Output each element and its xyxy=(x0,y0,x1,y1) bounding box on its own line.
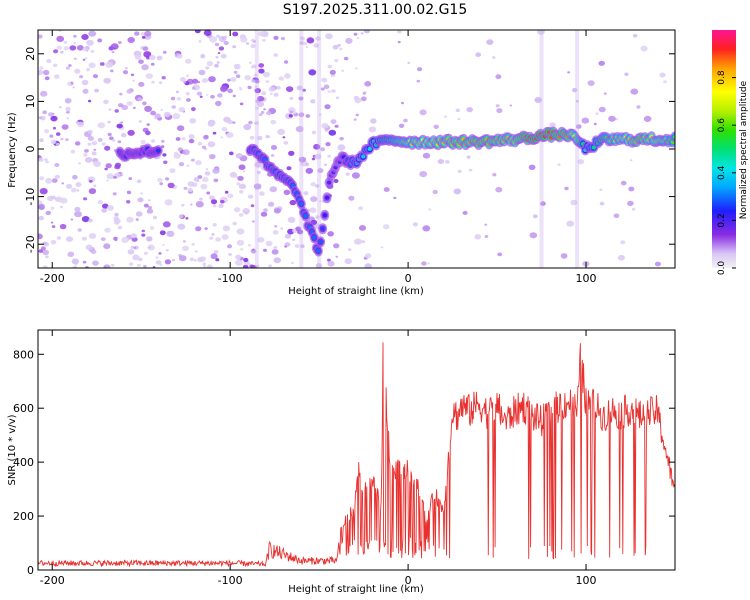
colorbar-tick-label: 0.6 xyxy=(717,118,727,133)
spectrogram-y-tick-label: 10 xyxy=(24,94,37,108)
spectrogram-x-tick-label: -200 xyxy=(40,272,65,285)
snr-plot-area xyxy=(38,342,675,568)
snr-x-tick-label: 100 xyxy=(576,574,597,587)
colorbar-tick-label: 0.2 xyxy=(717,213,727,227)
spectrogram-image xyxy=(38,30,675,268)
spectrogram-y-tick-label: 0 xyxy=(24,146,37,153)
snr-x-tick-label: -200 xyxy=(40,574,65,587)
colorbar-label: Normalized spectral amplitude xyxy=(739,80,749,219)
spectrogram-y-ticks: -20 -10 0 10 20 xyxy=(24,47,675,253)
spectrogram-y-tick-label: -10 xyxy=(24,188,37,206)
spectrogram-x-tick-label: 100 xyxy=(576,272,597,285)
snr-y-tick-label: 0 xyxy=(27,564,34,577)
snr-x-tick-label: -100 xyxy=(218,574,243,587)
snr-x-ticks: -200 -100 0 100 xyxy=(40,330,597,587)
snr-x-axis-label: Height of straight line (km) xyxy=(288,584,424,595)
spectrogram-x-axis-label: Height of straight line (km) xyxy=(288,286,424,297)
spectrogram-y-tick-label: 20 xyxy=(24,47,37,61)
snr-series-line xyxy=(38,342,675,568)
colorbar-tick-label: 0.8 xyxy=(717,70,727,85)
snr-y-tick-label: 600 xyxy=(13,402,34,415)
colorbar-gradient xyxy=(712,30,736,268)
snr-y-tick-label: 400 xyxy=(13,456,34,469)
snr-y-tick-label: 200 xyxy=(13,510,34,523)
colorbar-tick-label: 0.0 xyxy=(717,261,727,276)
snr-frame xyxy=(37,329,676,571)
snr-x-tick-label: 0 xyxy=(405,574,412,587)
colorbar: 0.0 0.2 0.4 0.6 0.8 Normalized spectral ampl… xyxy=(712,30,749,275)
chart-title: S197.2025.311.00.02.G15 xyxy=(282,2,468,18)
spectrogram-y-axis-label: Frequency (Hz) xyxy=(7,112,18,188)
spectrogram-x-ticks: -200 -100 0 100 xyxy=(40,30,597,285)
signal-track xyxy=(115,126,675,257)
colorbar-tick-label: 0.4 xyxy=(717,165,727,180)
snr-panel: -200 -100 0 100 0 200 400 600 800 Height of str… xyxy=(7,329,676,595)
snr-y-ticks: 0 200 400 600 800 xyxy=(13,348,675,577)
colorbar-ticks: 0.0 0.2 0.4 0.6 0.8 xyxy=(717,70,736,275)
spectrogram-x-tick-label: 0 xyxy=(405,272,412,285)
snr-y-axis-label: SNR (10 * v/v) xyxy=(7,414,18,485)
spectrogram-x-tick-label: -100 xyxy=(218,272,243,285)
spectrogram-y-tick-label: -20 xyxy=(24,235,37,253)
snr-y-tick-label: 800 xyxy=(13,348,34,361)
